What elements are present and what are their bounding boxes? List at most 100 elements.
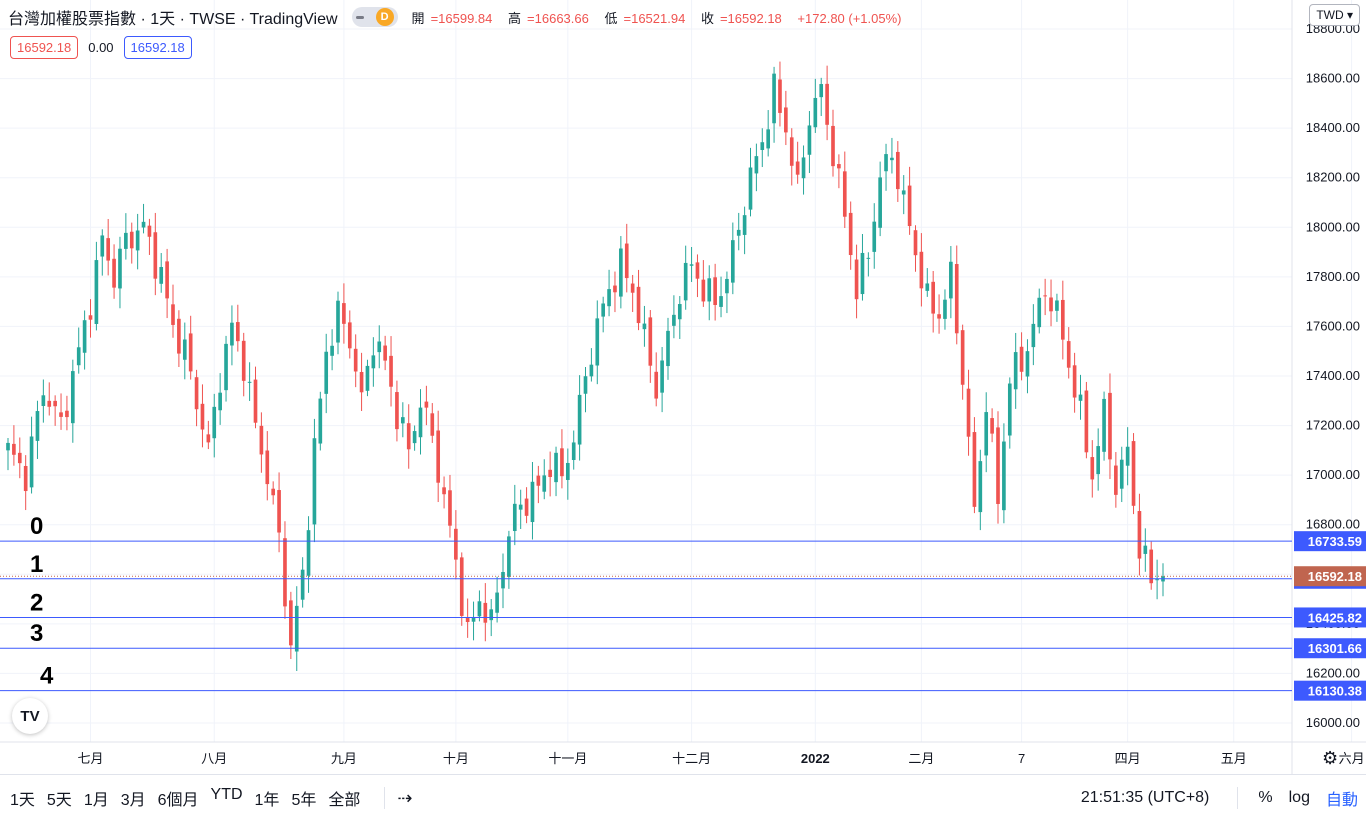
candle-body[interactable] — [530, 481, 535, 523]
candle-body[interactable] — [294, 605, 299, 652]
candle-body[interactable] — [636, 286, 641, 324]
candle-body[interactable] — [589, 364, 594, 377]
candle-body[interactable] — [1102, 398, 1106, 452]
candle-body[interactable] — [159, 267, 164, 284]
candle-body[interactable] — [359, 371, 364, 393]
candle-body[interactable] — [654, 371, 659, 399]
candle-body[interactable] — [689, 264, 694, 266]
candle-body[interactable] — [801, 157, 806, 179]
candle-body[interactable] — [106, 238, 111, 261]
candle-body[interactable] — [283, 538, 287, 607]
candle-body[interactable] — [41, 395, 46, 407]
candle-body[interactable] — [253, 379, 258, 423]
candle-body[interactable] — [784, 107, 788, 133]
candle-body[interactable] — [701, 279, 706, 302]
candle-body[interactable] — [996, 427, 1000, 504]
candle-body[interactable] — [347, 322, 352, 349]
candle-body[interactable] — [1037, 297, 1042, 328]
candle-body[interactable] — [536, 475, 541, 486]
candle-body[interactable] — [23, 465, 28, 492]
candle-body[interactable] — [960, 330, 965, 385]
candle-body[interactable] — [395, 392, 399, 430]
calendar-icon[interactable]: ⇢ — [397, 787, 413, 808]
indicator-value-right[interactable]: 16592.18 — [123, 36, 192, 59]
candle-body[interactable] — [1078, 394, 1083, 401]
candle-body[interactable] — [353, 348, 358, 372]
candle-body[interactable] — [795, 161, 800, 175]
candle-body[interactable] — [1031, 323, 1036, 348]
candle-body[interactable] — [730, 240, 735, 283]
timeframe-1y[interactable]: 1年 — [254, 792, 280, 809]
candle-body[interactable] — [194, 377, 199, 410]
price-chart[interactable]: 16000.0016200.0016400.0016600.0016800.00… — [0, 0, 1366, 775]
candle-body[interactable] — [1072, 365, 1077, 398]
candle-body[interactable] — [277, 490, 281, 533]
candle-body[interactable] — [754, 156, 759, 174]
candle-body[interactable] — [1084, 390, 1089, 453]
candle-body[interactable] — [1114, 465, 1118, 495]
candle-body[interactable] — [1019, 346, 1024, 372]
candle-body[interactable] — [895, 151, 900, 190]
candle-body[interactable] — [842, 171, 847, 217]
candle-body[interactable] — [854, 259, 859, 300]
candle-body[interactable] — [860, 252, 865, 295]
candle-body[interactable] — [890, 157, 894, 161]
candle-body[interactable] — [47, 400, 52, 407]
clock-time[interactable]: 21:51:35 (UTC+8) — [1080, 789, 1210, 806]
auto-scale-toggle[interactable]: 自動 — [1325, 792, 1358, 809]
candle-body[interactable] — [990, 418, 994, 434]
candle-body[interactable] — [695, 262, 700, 279]
candle-body[interactable] — [1143, 545, 1148, 554]
candle-body[interactable] — [613, 285, 617, 293]
candle-body[interactable] — [707, 278, 712, 302]
candle-body[interactable] — [76, 347, 81, 366]
candle-body[interactable] — [778, 79, 782, 113]
candle-body[interactable] — [371, 355, 376, 369]
candle-body[interactable] — [583, 376, 588, 394]
candle-body[interactable] — [660, 360, 664, 393]
interval-toggle[interactable]: D — [351, 7, 398, 27]
candle-body[interactable] — [736, 229, 741, 236]
candle-body[interactable] — [430, 413, 435, 436]
candle-body[interactable] — [483, 602, 488, 623]
candle-body[interactable] — [477, 601, 482, 617]
candle-body[interactable] — [913, 230, 918, 256]
candle-body[interactable] — [772, 73, 776, 124]
candle-body[interactable] — [465, 617, 470, 623]
candle-body[interactable] — [406, 423, 411, 450]
candle-body[interactable] — [489, 609, 494, 621]
candle-body[interactable] — [748, 167, 753, 210]
candle-body[interactable] — [560, 448, 564, 477]
candle-body[interactable] — [6, 442, 10, 451]
candle-body[interactable] — [1060, 299, 1065, 340]
timeframe-6m[interactable]: 6個月 — [157, 792, 199, 809]
candle-body[interactable] — [171, 304, 175, 325]
candle-body[interactable] — [725, 278, 729, 294]
candle-body[interactable] — [188, 333, 193, 372]
candle-body[interactable] — [247, 381, 252, 383]
candle-body[interactable] — [1137, 511, 1142, 559]
candle-body[interactable] — [454, 528, 458, 560]
candle-body[interactable] — [82, 320, 87, 353]
candle-body[interactable] — [259, 425, 264, 455]
candle-body[interactable] — [1131, 441, 1136, 506]
candle-body[interactable] — [377, 341, 382, 353]
candle-body[interactable] — [831, 125, 835, 167]
candle-body[interactable] — [1096, 446, 1101, 475]
timeframe-1m[interactable]: 1月 — [83, 792, 109, 809]
candle-body[interactable] — [59, 412, 63, 417]
candle-body[interactable] — [206, 434, 211, 443]
candle-body[interactable] — [1066, 341, 1071, 368]
candle-body[interactable] — [1149, 549, 1154, 584]
candle-body[interactable] — [53, 400, 57, 407]
candle-body[interactable] — [683, 262, 688, 301]
candle-body[interactable] — [713, 277, 717, 305]
candle-body[interactable] — [648, 317, 653, 366]
candle-body[interactable] — [165, 261, 169, 299]
candle-body[interactable] — [418, 407, 423, 438]
candle-body[interactable] — [901, 190, 906, 195]
candle-body[interactable] — [619, 248, 623, 297]
timeframe-3m[interactable]: 3月 — [120, 792, 146, 809]
candle-body[interactable] — [978, 461, 983, 513]
candle-body[interactable] — [571, 442, 576, 460]
